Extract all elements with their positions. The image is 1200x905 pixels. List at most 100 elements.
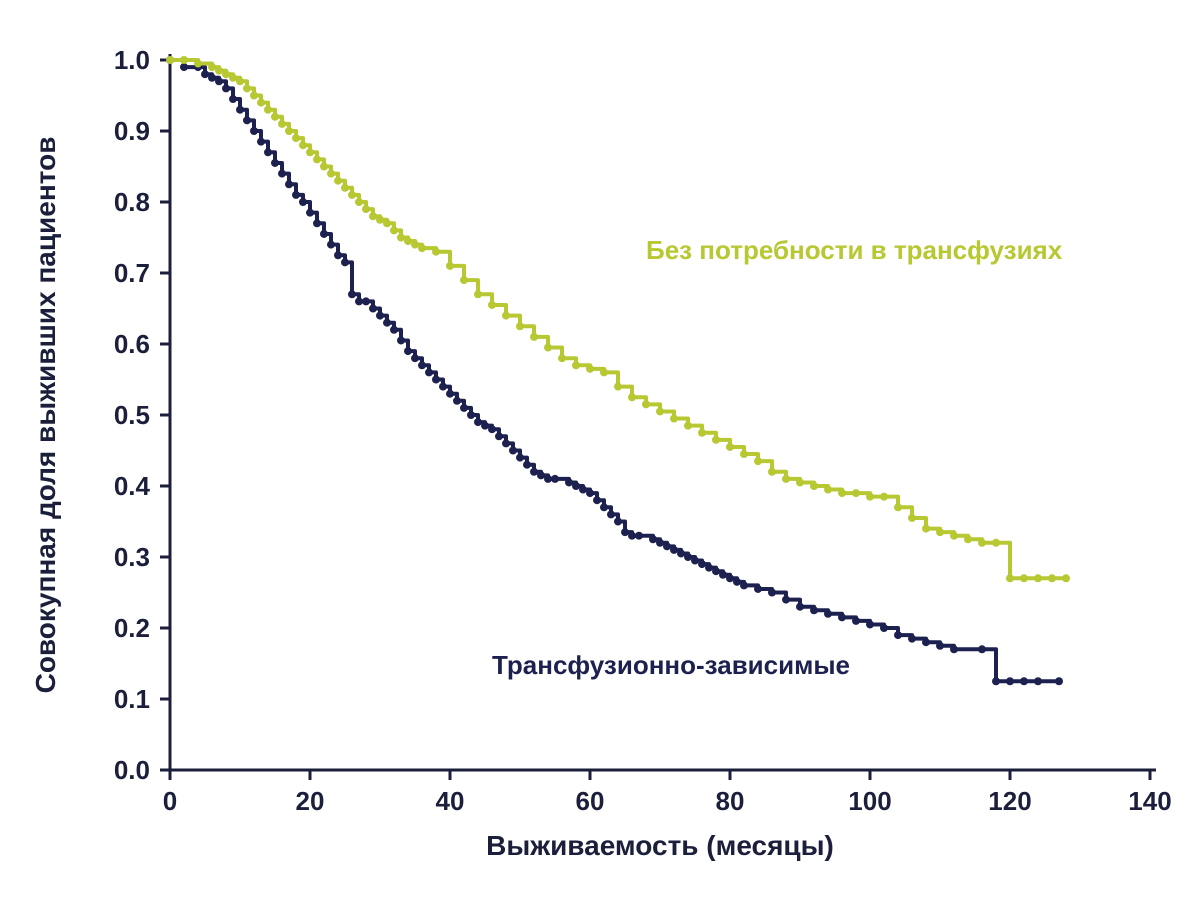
marker xyxy=(355,198,363,206)
x-axis-label: Выживаемость (месяцы) xyxy=(486,830,834,861)
y-tick-label: 0.5 xyxy=(114,400,150,430)
marker xyxy=(488,301,496,309)
marker xyxy=(432,248,440,256)
marker xyxy=(474,290,482,298)
x-tick-label: 80 xyxy=(716,786,745,816)
marker xyxy=(1055,677,1063,685)
marker xyxy=(411,354,419,362)
marker xyxy=(635,532,643,540)
series-label-transfusion_dependent: Трансфузионно-зависимые xyxy=(492,650,850,680)
marker xyxy=(250,127,258,135)
y-tick-label: 0.4 xyxy=(114,471,151,501)
marker xyxy=(439,383,447,391)
marker xyxy=(992,677,1000,685)
marker xyxy=(376,312,384,320)
marker xyxy=(341,258,349,266)
y-tick-label: 0.9 xyxy=(114,116,150,146)
marker xyxy=(292,191,300,199)
marker xyxy=(313,219,321,227)
marker xyxy=(397,234,405,242)
marker xyxy=(271,113,279,121)
marker xyxy=(376,216,384,224)
marker xyxy=(446,390,454,398)
marker xyxy=(740,581,748,589)
marker xyxy=(614,383,622,391)
marker xyxy=(418,361,426,369)
marker xyxy=(782,475,790,483)
marker xyxy=(502,312,510,320)
marker xyxy=(481,422,489,430)
marker xyxy=(572,361,580,369)
marker xyxy=(614,518,622,526)
marker xyxy=(257,138,265,146)
marker xyxy=(383,219,391,227)
marker xyxy=(628,393,636,401)
marker xyxy=(313,155,321,163)
marker xyxy=(208,74,216,82)
marker xyxy=(894,631,902,639)
marker xyxy=(229,95,237,103)
marker xyxy=(285,180,293,188)
marker xyxy=(404,237,412,245)
marker xyxy=(320,163,328,171)
marker xyxy=(236,106,244,114)
y-tick-label: 0.0 xyxy=(114,755,150,785)
marker xyxy=(488,425,496,433)
marker xyxy=(894,503,902,511)
marker xyxy=(565,478,573,486)
marker xyxy=(229,74,237,82)
marker xyxy=(278,120,286,128)
marker xyxy=(558,354,566,362)
marker xyxy=(509,447,517,455)
marker xyxy=(299,198,307,206)
marker xyxy=(362,297,370,305)
marker xyxy=(810,482,818,490)
marker xyxy=(978,645,986,653)
marker xyxy=(404,347,412,355)
marker xyxy=(327,170,335,178)
marker xyxy=(726,443,734,451)
marker xyxy=(691,557,699,565)
marker xyxy=(642,400,650,408)
marker xyxy=(922,525,930,533)
marker xyxy=(222,70,230,78)
marker xyxy=(663,542,671,550)
marker xyxy=(1034,677,1042,685)
marker xyxy=(978,539,986,547)
marker xyxy=(334,251,342,259)
marker xyxy=(278,170,286,178)
marker xyxy=(1020,574,1028,582)
y-axis-label: Совокупная доля выживших пациентов xyxy=(30,137,61,694)
marker xyxy=(474,418,482,426)
marker xyxy=(362,205,370,213)
marker xyxy=(950,645,958,653)
marker xyxy=(1062,574,1070,582)
marker xyxy=(572,482,580,490)
marker xyxy=(348,191,356,199)
marker xyxy=(838,489,846,497)
y-tick-label: 0.7 xyxy=(114,258,150,288)
marker xyxy=(586,365,594,373)
marker xyxy=(369,212,377,220)
y-tick-label: 0.3 xyxy=(114,542,150,572)
marker xyxy=(698,429,706,437)
y-tick-label: 0.2 xyxy=(114,613,150,643)
chart-svg: 0204060801001201400.00.10.20.30.40.50.60… xyxy=(0,0,1200,905)
marker xyxy=(670,415,678,423)
marker xyxy=(852,489,860,497)
marker xyxy=(670,546,678,554)
marker xyxy=(950,532,958,540)
marker xyxy=(271,159,279,167)
marker xyxy=(201,70,209,78)
marker xyxy=(208,63,216,71)
marker xyxy=(768,468,776,476)
marker xyxy=(348,290,356,298)
marker xyxy=(530,333,538,341)
marker xyxy=(390,226,398,234)
marker xyxy=(285,127,293,135)
marker xyxy=(257,99,265,107)
marker xyxy=(593,496,601,504)
marker xyxy=(516,322,524,330)
marker xyxy=(1006,677,1014,685)
marker xyxy=(908,514,916,522)
